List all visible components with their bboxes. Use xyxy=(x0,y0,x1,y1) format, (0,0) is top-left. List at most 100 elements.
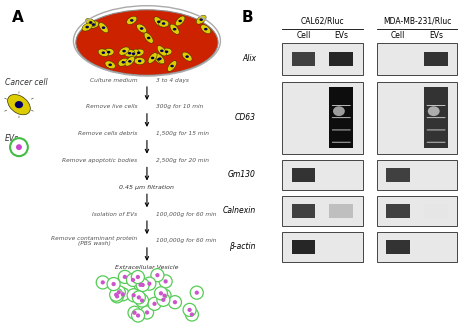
Ellipse shape xyxy=(132,311,137,315)
Text: A: A xyxy=(12,10,24,25)
Ellipse shape xyxy=(136,275,140,279)
Text: Remove apoptotic bodies: Remove apoptotic bodies xyxy=(63,158,137,163)
Ellipse shape xyxy=(190,312,194,317)
Ellipse shape xyxy=(143,277,156,290)
Ellipse shape xyxy=(200,18,203,21)
Ellipse shape xyxy=(132,291,146,304)
Ellipse shape xyxy=(154,55,164,64)
Bar xyxy=(386,204,410,217)
Text: B: B xyxy=(242,10,254,25)
Ellipse shape xyxy=(140,306,154,319)
Text: Cell: Cell xyxy=(296,31,310,40)
Ellipse shape xyxy=(168,296,182,309)
Ellipse shape xyxy=(132,52,135,55)
Bar xyxy=(282,43,363,75)
Text: MDA-MB-231/Rluc: MDA-MB-231/Rluc xyxy=(383,16,451,26)
Ellipse shape xyxy=(121,292,125,297)
Bar xyxy=(329,51,353,66)
Ellipse shape xyxy=(155,287,167,300)
Bar xyxy=(292,168,315,181)
Ellipse shape xyxy=(157,21,161,23)
Ellipse shape xyxy=(151,268,164,282)
Ellipse shape xyxy=(107,51,110,53)
Ellipse shape xyxy=(119,47,129,55)
Ellipse shape xyxy=(164,279,168,284)
Bar xyxy=(292,51,315,66)
Ellipse shape xyxy=(138,60,141,62)
Ellipse shape xyxy=(159,275,172,288)
Text: EVs: EVs xyxy=(334,31,348,40)
Ellipse shape xyxy=(76,10,218,75)
Bar xyxy=(377,232,457,262)
Ellipse shape xyxy=(92,23,95,26)
Text: Culture medium: Culture medium xyxy=(90,77,137,83)
Bar xyxy=(377,196,457,226)
Ellipse shape xyxy=(128,306,141,319)
Text: Cell: Cell xyxy=(391,31,405,40)
Ellipse shape xyxy=(155,273,160,277)
Ellipse shape xyxy=(100,280,105,284)
Ellipse shape xyxy=(102,26,105,29)
Ellipse shape xyxy=(161,48,172,55)
Ellipse shape xyxy=(16,144,22,150)
Ellipse shape xyxy=(98,49,109,57)
Bar xyxy=(329,87,353,148)
Text: 0.45 μm filtration: 0.45 μm filtration xyxy=(119,185,174,190)
Ellipse shape xyxy=(111,282,116,286)
Text: EVs: EVs xyxy=(429,31,443,40)
Ellipse shape xyxy=(152,302,156,306)
Ellipse shape xyxy=(201,25,211,34)
Ellipse shape xyxy=(118,58,128,66)
Text: Remove live cells: Remove live cells xyxy=(86,104,137,110)
Bar xyxy=(424,87,448,148)
Text: 100,000g for 60 min: 100,000g for 60 min xyxy=(156,238,217,244)
Ellipse shape xyxy=(117,290,121,294)
Ellipse shape xyxy=(127,289,140,302)
Bar xyxy=(424,51,448,66)
Ellipse shape xyxy=(158,20,169,27)
Ellipse shape xyxy=(155,54,164,64)
Ellipse shape xyxy=(178,20,182,22)
Ellipse shape xyxy=(136,278,149,291)
Ellipse shape xyxy=(134,49,144,57)
Ellipse shape xyxy=(173,300,177,304)
Ellipse shape xyxy=(85,18,96,26)
Bar xyxy=(292,204,315,217)
Text: CAL62/Rluc: CAL62/Rluc xyxy=(301,16,344,26)
Ellipse shape xyxy=(140,27,144,30)
Ellipse shape xyxy=(115,294,119,299)
Bar xyxy=(282,82,363,154)
Ellipse shape xyxy=(157,293,170,306)
Text: Remove cells debris: Remove cells debris xyxy=(78,131,137,136)
Bar xyxy=(377,160,457,190)
Ellipse shape xyxy=(137,24,146,33)
Ellipse shape xyxy=(125,57,135,66)
Text: Cancer cell: Cancer cell xyxy=(5,78,47,88)
Ellipse shape xyxy=(105,61,115,69)
Bar xyxy=(282,232,363,262)
Ellipse shape xyxy=(173,28,176,30)
Ellipse shape xyxy=(15,101,23,108)
Text: CD63: CD63 xyxy=(235,113,256,122)
Bar xyxy=(386,168,410,181)
Ellipse shape xyxy=(130,19,134,22)
Ellipse shape xyxy=(122,50,126,52)
Ellipse shape xyxy=(10,138,28,156)
Text: 1,500g for 15 min: 1,500g for 15 min xyxy=(156,131,210,136)
Ellipse shape xyxy=(127,16,137,25)
Text: Isolation of EVs: Isolation of EVs xyxy=(92,212,137,217)
Ellipse shape xyxy=(428,106,439,116)
Ellipse shape xyxy=(128,60,132,63)
Ellipse shape xyxy=(333,106,345,116)
Ellipse shape xyxy=(131,270,145,284)
Ellipse shape xyxy=(94,47,200,74)
Ellipse shape xyxy=(116,288,129,301)
Ellipse shape xyxy=(157,58,161,61)
Ellipse shape xyxy=(112,286,125,299)
Ellipse shape xyxy=(161,298,165,302)
Ellipse shape xyxy=(141,283,145,287)
Ellipse shape xyxy=(183,303,196,317)
Ellipse shape xyxy=(101,51,105,54)
Ellipse shape xyxy=(103,48,114,56)
Ellipse shape xyxy=(204,28,208,30)
